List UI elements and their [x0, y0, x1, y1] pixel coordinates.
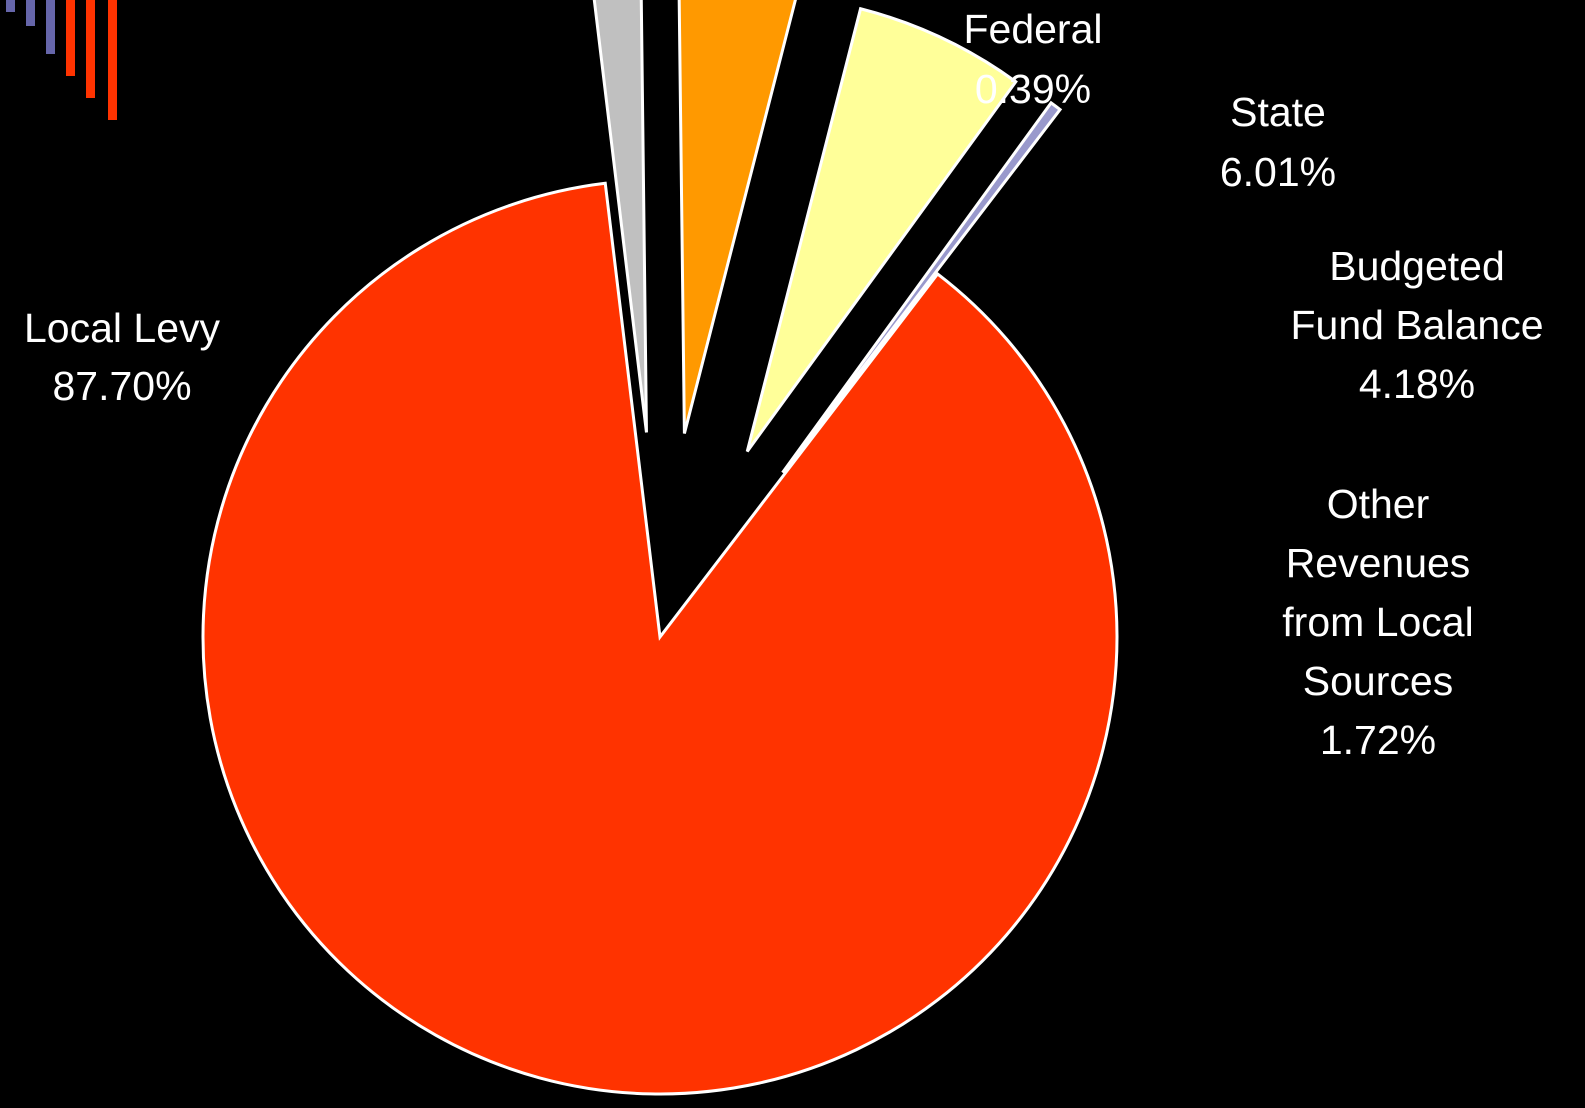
corner-bar	[26, 0, 35, 26]
corner-bar	[6, 0, 15, 12]
corner-bar	[66, 0, 75, 76]
slice-label-line: Fund Balance	[1290, 302, 1543, 348]
slice-label-line: 0.39%	[975, 66, 1091, 112]
slice-label-other-revenues-from-local-sources: Other Revenues from Local Sources 1.72%	[1282, 481, 1473, 763]
pie-slices	[203, 0, 1117, 1094]
slice-label-line: Federal	[963, 6, 1102, 52]
slice-label-federal: Federal 0.39%	[963, 6, 1102, 112]
slice-label-line: 87.70%	[52, 363, 191, 409]
slice-label-line: 4.18%	[1359, 361, 1475, 407]
slice-label-state: State 6.01%	[1220, 89, 1336, 195]
slice-label-line: Local Levy	[24, 305, 221, 351]
corner-bar	[46, 0, 55, 54]
slice-label-line: from Local	[1282, 599, 1473, 645]
slice-label-line: Budgeted	[1329, 243, 1505, 289]
slice-label-line: 6.01%	[1220, 149, 1336, 195]
corner-decoration	[6, 0, 117, 120]
slice-label-line: Revenues	[1286, 540, 1471, 586]
slice-label-line: 1.72%	[1320, 717, 1436, 763]
slice-label-line: Sources	[1303, 658, 1453, 704]
slice-label-local-levy: Local Levy 87.70%	[24, 305, 221, 409]
slice-label-line: State	[1230, 89, 1326, 135]
slice-label-budgeted-fund-balance: Budgeted Fund Balance 4.18%	[1290, 243, 1543, 407]
corner-bar	[86, 0, 95, 98]
pie-slice-local-levy	[203, 183, 1117, 1094]
corner-bar	[108, 0, 117, 120]
slice-label-line: Other	[1327, 481, 1430, 527]
